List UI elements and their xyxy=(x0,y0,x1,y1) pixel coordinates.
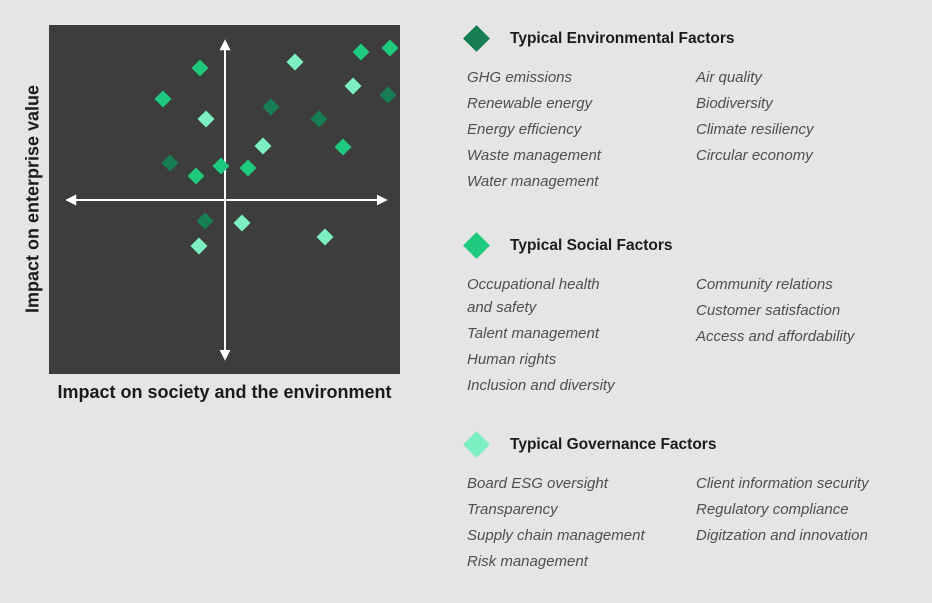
factor-item: Inclusion and diversity xyxy=(467,377,615,394)
factor-item: Renewable energy xyxy=(467,95,593,112)
factor-item: Circular economy xyxy=(696,147,813,164)
factor-list: Air quality Biodiversity Climate resilie… xyxy=(696,66,932,196)
factor-item: Biodiversity xyxy=(696,95,773,112)
factor-list: Occupational health and safety Talent ma… xyxy=(467,273,680,400)
x-axis-label: Impact on society and the environment xyxy=(57,382,392,402)
section-header: Typical Environmental Factors xyxy=(463,25,932,52)
section-title: Typical Social Factors xyxy=(510,236,673,254)
factor-item: Board ESG oversight xyxy=(467,475,608,492)
factor-item: Waste management xyxy=(467,147,601,164)
factor-item: Regulatory compliance xyxy=(696,501,849,518)
section-title: Typical Environmental Factors xyxy=(510,29,735,47)
legend-panel: Typical Environmental Factors GHG emissi… xyxy=(463,0,932,603)
factor-item: Digitzation and innovation xyxy=(696,527,868,544)
factor-item: Air quality xyxy=(696,69,762,86)
legend-section-governance: Typical Governance Factors Board ESG ove… xyxy=(463,431,932,576)
section-title: Typical Governance Factors xyxy=(510,435,717,453)
factor-item: Energy efficiency xyxy=(467,121,582,138)
social-diamond-icon xyxy=(463,232,490,259)
section-header: Typical Governance Factors xyxy=(463,431,932,458)
axes-cross xyxy=(65,39,388,361)
factor-item: Supply chain management xyxy=(467,527,645,544)
factor-item: Water management xyxy=(467,173,599,190)
factor-item: GHG emissions xyxy=(467,69,573,86)
factor-item: Access and affordability xyxy=(696,328,855,345)
factor-item: Talent management xyxy=(467,325,600,342)
factor-item: Risk management xyxy=(467,553,588,570)
factor-list: Board ESG oversight Transparency Supply … xyxy=(467,472,680,576)
factor-item: Climate resiliency xyxy=(696,121,814,138)
factor-item: Occupational health and safety xyxy=(467,276,600,316)
factor-list: Community relations Customer satisfactio… xyxy=(696,273,932,400)
factor-item: Human rights xyxy=(467,351,557,368)
factor-list: GHG emissions Renewable energy Energy ef… xyxy=(467,66,680,196)
environmental-diamond-icon xyxy=(463,25,490,52)
factor-item: Client information security xyxy=(696,475,869,492)
scatter-plot xyxy=(49,25,400,374)
legend-section-social: Typical Social Factors Occupational heal… xyxy=(463,232,932,400)
factor-item: Transparency xyxy=(467,501,558,518)
legend-section-environmental: Typical Environmental Factors GHG emissi… xyxy=(463,25,932,196)
factor-list: Client information security Regulatory c… xyxy=(696,472,932,576)
section-header: Typical Social Factors xyxy=(463,232,932,259)
factor-item: Customer satisfaction xyxy=(696,302,841,319)
governance-diamond-icon xyxy=(463,431,490,458)
y-axis-label: Impact on enterprise value xyxy=(22,84,43,314)
factor-item: Community relations xyxy=(696,276,833,293)
